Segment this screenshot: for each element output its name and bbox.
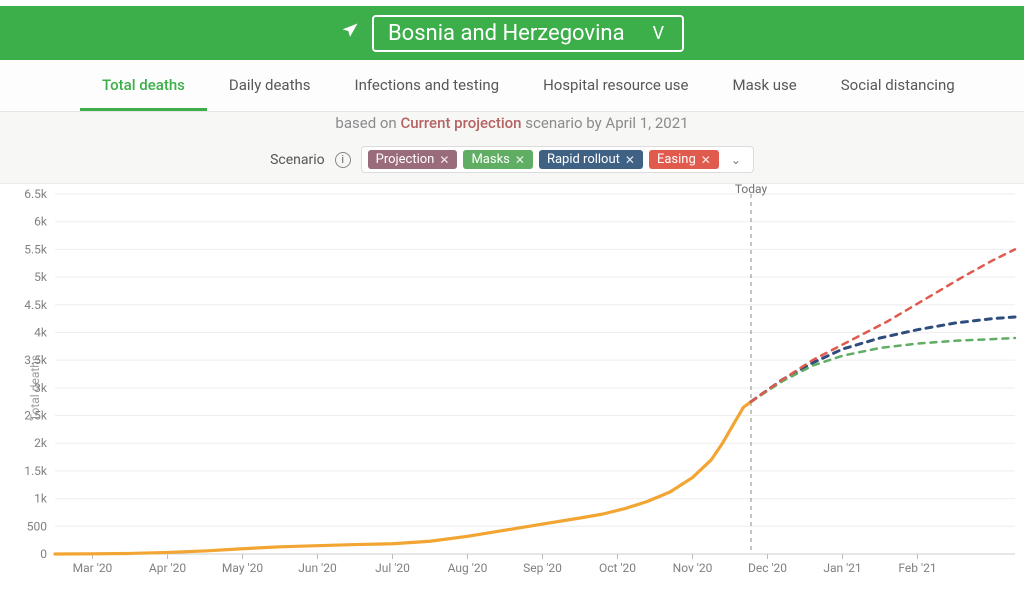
svg-text:Mar '20: Mar '20 bbox=[73, 561, 113, 575]
svg-text:Sep '20: Sep '20 bbox=[523, 561, 562, 575]
tab-social-distancing[interactable]: Social distancing bbox=[819, 60, 977, 111]
svg-text:6k: 6k bbox=[34, 215, 48, 229]
subtitle-prefix: based on bbox=[335, 114, 400, 132]
scenario-chip-box: Projection✕ Masks✕ Rapid rollout✕ Easing✕ ⌄ bbox=[361, 146, 754, 173]
svg-text:Dec '20: Dec '20 bbox=[748, 561, 787, 575]
country-selector[interactable]: Bosnia and Herzegovina V bbox=[372, 15, 684, 52]
svg-text:May '20: May '20 bbox=[222, 561, 263, 575]
svg-text:Aug '20: Aug '20 bbox=[448, 561, 488, 575]
chip-expand-chevron-icon[interactable]: ⌄ bbox=[725, 153, 747, 167]
svg-text:Feb '21: Feb '21 bbox=[898, 561, 936, 575]
scenario-row: Scenario i Projection✕ Masks✕ Rapid rollou… bbox=[0, 138, 1024, 184]
projection-subtitle: based on Current projection scenario by … bbox=[0, 112, 1024, 138]
scenario-chip-masks[interactable]: Masks✕ bbox=[463, 150, 533, 169]
svg-text:0: 0 bbox=[40, 547, 47, 561]
chevron-down-icon: V bbox=[653, 23, 664, 44]
svg-text:Oct '20: Oct '20 bbox=[599, 561, 636, 575]
svg-text:Jan '21: Jan '21 bbox=[823, 561, 861, 575]
svg-text:Jun '20: Jun '20 bbox=[298, 561, 337, 575]
svg-text:Today: Today bbox=[735, 184, 768, 196]
close-icon: ✕ bbox=[625, 153, 635, 167]
country-name: Bosnia and Herzegovina bbox=[388, 21, 625, 46]
header-bar: Bosnia and Herzegovina V bbox=[0, 6, 1024, 60]
series-projection bbox=[751, 317, 1015, 402]
svg-text:5.5k: 5.5k bbox=[24, 242, 48, 256]
close-icon: ✕ bbox=[515, 153, 525, 167]
svg-text:1k: 1k bbox=[34, 492, 48, 506]
series-observed bbox=[55, 402, 751, 554]
tab-total-deaths[interactable]: Total deaths bbox=[80, 60, 207, 111]
svg-text:6.5k: 6.5k bbox=[24, 187, 48, 201]
svg-text:Apr '20: Apr '20 bbox=[149, 561, 186, 575]
location-icon bbox=[340, 21, 360, 45]
svg-text:1.5k: 1.5k bbox=[24, 464, 48, 478]
series-masks bbox=[751, 338, 1015, 402]
svg-text:Jul '20: Jul '20 bbox=[375, 561, 410, 575]
svg-text:2.5k: 2.5k bbox=[24, 409, 48, 423]
svg-text:3.5k: 3.5k bbox=[24, 353, 48, 367]
tabs-bar: Total deathsDaily deathsInfections and t… bbox=[0, 60, 1024, 112]
total-deaths-chart: 0 500 1k 1.5k 2k 2.5k 3k 3.5k 4k 4.5k 5k 5.5k 6k 6.5k… bbox=[0, 184, 1024, 592]
close-icon: ✕ bbox=[439, 153, 449, 167]
svg-text:5k: 5k bbox=[34, 270, 48, 284]
tab-infections-and-testing[interactable]: Infections and testing bbox=[333, 60, 522, 111]
info-icon[interactable]: i bbox=[335, 152, 351, 168]
svg-text:2k: 2k bbox=[34, 436, 48, 450]
tab-mask-use[interactable]: Mask use bbox=[710, 60, 818, 111]
chart-area: Total deaths 05001k1.5k2k2.5k3k3.5k4k4.5… bbox=[0, 184, 1024, 592]
svg-text:4k: 4k bbox=[34, 325, 48, 339]
scenario-label: Scenario bbox=[270, 152, 325, 168]
subtitle-suffix: scenario by April 1, 2021 bbox=[525, 114, 688, 132]
scenario-chip-rapid-rollout[interactable]: Rapid rollout✕ bbox=[539, 150, 643, 169]
scenario-chip-projection[interactable]: Projection✕ bbox=[368, 150, 458, 169]
tab-daily-deaths[interactable]: Daily deaths bbox=[207, 60, 333, 111]
scenario-chip-easing[interactable]: Easing✕ bbox=[649, 150, 719, 169]
svg-text:Nov '20: Nov '20 bbox=[673, 561, 713, 575]
svg-text:500: 500 bbox=[27, 519, 47, 533]
close-icon: ✕ bbox=[701, 153, 711, 167]
svg-text:3k: 3k bbox=[34, 381, 48, 395]
tab-hospital-resource-use[interactable]: Hospital resource use bbox=[521, 60, 710, 111]
svg-text:4.5k: 4.5k bbox=[24, 298, 48, 312]
series-easing bbox=[751, 249, 1015, 401]
subtitle-highlight: Current projection bbox=[400, 114, 521, 132]
